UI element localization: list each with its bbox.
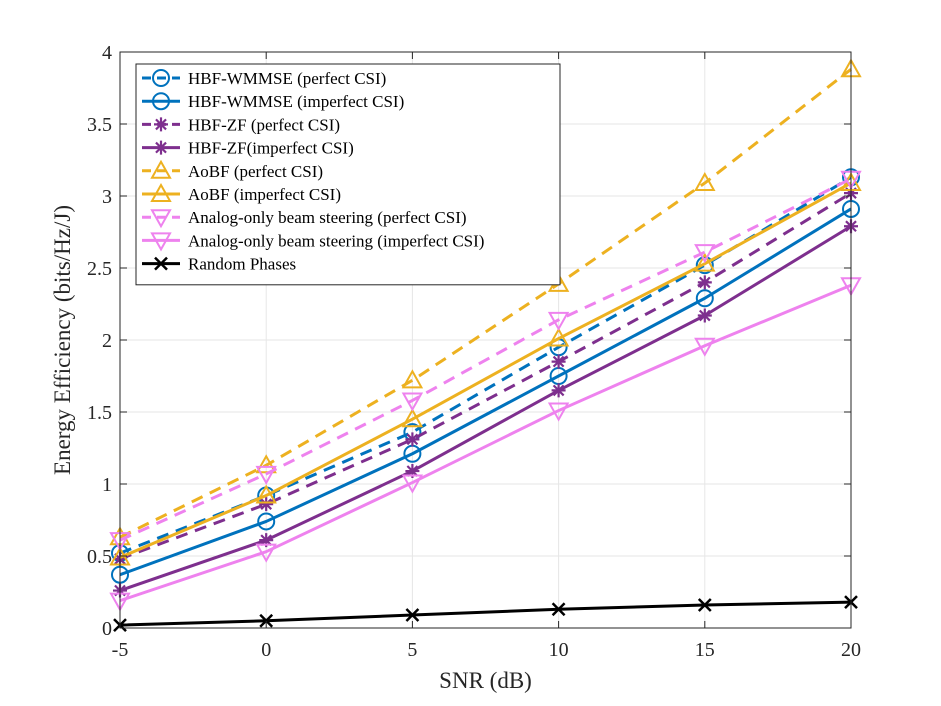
data-point-triangle-up-marker <box>547 327 570 347</box>
legend-label: AoBF (imperfect CSI) <box>188 185 341 204</box>
legend-label: HBF-WMMSE (imperfect CSI) <box>188 92 404 111</box>
legend-triangle-up-marker <box>150 159 172 179</box>
legend-entry: HBF-WMMSE (perfect CSI) <box>142 69 386 88</box>
data-point-x-marker <box>551 602 566 617</box>
x-tick-label: 15 <box>695 639 715 661</box>
data-point-x-marker <box>405 608 420 622</box>
legend-entry: Random Phases <box>142 255 296 274</box>
series-layer <box>109 58 862 633</box>
x-tick-label: 20 <box>841 639 861 661</box>
data-point-triangle-down-marker <box>401 474 424 494</box>
y-tick-label: 3 <box>102 186 112 208</box>
data-point-x-marker <box>697 598 712 612</box>
data-point-circle-marker <box>695 256 714 275</box>
data-point-triangle-up-marker <box>694 172 716 192</box>
legend-circle-marker <box>152 69 170 87</box>
y-tick-label: 0.5 <box>87 546 112 568</box>
legend-label: Random Phases <box>188 255 296 274</box>
series-line <box>119 181 852 559</box>
data-point-triangle-down-marker <box>694 244 716 264</box>
legend-label: Analog-only beam steering (imperfect CSI… <box>188 231 484 250</box>
data-point-triangle-down-marker <box>694 337 716 357</box>
data-point-asterisk-marker <box>551 354 566 369</box>
legend-entry: AoBF (perfect CSI) <box>142 159 323 181</box>
legend-label: HBF-ZF(imperfect CSI) <box>188 139 354 158</box>
data-point-asterisk-marker <box>697 308 712 323</box>
legend-circle-marker <box>152 92 170 111</box>
y-tick-label: 1 <box>102 474 112 496</box>
y-tick-label: 2.5 <box>87 258 112 280</box>
series-line <box>119 224 852 592</box>
data-point-asterisk-marker <box>259 533 274 548</box>
x-tick-label: 0 <box>261 639 271 661</box>
data-point-triangle-down-marker <box>547 311 570 331</box>
data-point-triangle-up-marker <box>694 252 716 272</box>
axes <box>119 51 852 629</box>
x-tick-label: 10 <box>549 639 569 661</box>
data-point-triangle-down-marker <box>255 465 277 485</box>
legend-entry: AoBF (imperfect CSI) <box>142 182 341 204</box>
x-tick-label: 5 <box>407 639 417 661</box>
legend-entry: HBF-ZF(imperfect CSI) <box>142 139 354 158</box>
legend-x-marker <box>154 256 168 271</box>
data-point-circle-marker <box>257 512 276 531</box>
series-line <box>119 177 852 542</box>
data-point-triangle-up-marker <box>401 408 424 428</box>
legend-label: HBF-ZF (perfect CSI) <box>188 115 340 134</box>
legend: HBF-WMMSE (perfect CSI) HBF-WMMSE (imperf… <box>135 63 561 286</box>
data-point-asterisk-marker <box>405 432 420 447</box>
legend-box <box>135 63 561 286</box>
legend-entry: HBF-WMMSE (imperfect CSI) <box>142 92 404 111</box>
legend-label: AoBF (perfect CSI) <box>188 162 323 181</box>
data-point-triangle-down-marker <box>547 402 570 422</box>
x-axis-label: SNR (dB) <box>439 668 532 693</box>
legend-triangle-down-marker <box>150 209 172 229</box>
series-line <box>119 191 852 561</box>
legend-label: Analog-only beam steering (perfect CSI) <box>188 208 467 227</box>
legend-entry: Analog-only beam steering (perfect CSI) <box>142 208 467 229</box>
legend-asterisk-marker <box>154 117 168 132</box>
series-line <box>119 283 852 603</box>
data-point-circle-marker <box>695 289 714 308</box>
legend-label: HBF-WMMSE (perfect CSI) <box>188 69 386 88</box>
data-point-asterisk-marker <box>697 275 712 290</box>
data-point-asterisk-marker <box>405 464 420 479</box>
y-tick-label: 0 <box>102 618 112 640</box>
legend-asterisk-marker <box>154 140 168 155</box>
data-point-asterisk-marker <box>551 383 566 398</box>
data-point-triangle-down-marker <box>255 543 277 563</box>
series-line <box>119 207 852 577</box>
legend-triangle-up-marker <box>150 182 172 202</box>
data-point-asterisk-marker <box>259 497 274 512</box>
data-point-triangle-up-marker <box>255 484 277 504</box>
y-tick-label: 1.5 <box>87 402 112 424</box>
data-point-x-marker <box>259 613 274 628</box>
y-tick-label: 4 <box>102 42 112 64</box>
legend-entry: Analog-only beam steering (imperfect CSI… <box>142 231 484 252</box>
y-tick-label: 2 <box>102 330 112 352</box>
data-point-triangle-down-marker <box>401 392 424 412</box>
legend-triangle-down-marker <box>150 232 172 252</box>
y-tick-label: 3.5 <box>87 114 112 136</box>
x-tick-label: -5 <box>112 639 129 661</box>
legend-entry: HBF-ZF (perfect CSI) <box>142 115 340 134</box>
y-axis-label: Energy Efficiency (bits/Hz/J) <box>50 205 75 475</box>
series-line <box>119 600 852 627</box>
data-point-triangle-up-marker <box>401 369 424 389</box>
